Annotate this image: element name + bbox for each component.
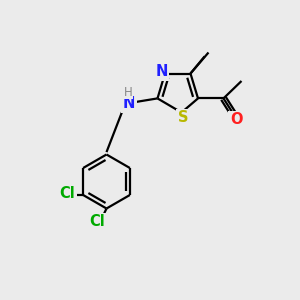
Text: O: O [230, 112, 243, 128]
Text: S: S [178, 110, 188, 125]
Text: Cl: Cl [90, 214, 105, 230]
Text: Cl: Cl [60, 186, 75, 201]
Text: N: N [155, 64, 168, 80]
Text: H: H [124, 85, 133, 99]
Text: N: N [123, 96, 135, 111]
